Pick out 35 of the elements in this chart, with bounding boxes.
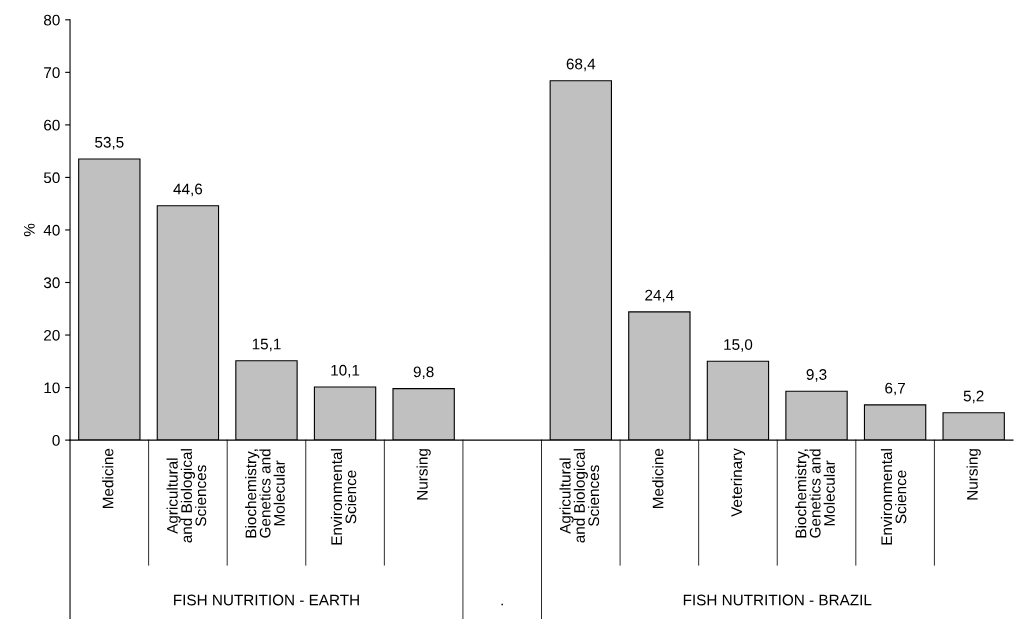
data-label: 15,1	[252, 338, 281, 352]
x-tick-label: Nursing	[966, 449, 981, 500]
x-tick-label: Environmental Science	[330, 449, 357, 545]
x-tick-label: Environmental Science	[880, 449, 907, 545]
x-tick-label: Biochemistry, Genetics and Molecular	[795, 449, 835, 538]
data-label: 68,4	[566, 58, 596, 72]
data-label: 9,8	[413, 366, 434, 380]
x-tick-label: Nursing	[416, 449, 431, 500]
data-label: 15,0	[724, 339, 753, 352]
y-tick-label: 10	[44, 382, 60, 394]
text: FISH NUTRITION - EARTH	[174, 594, 359, 606]
y-tick-label: 0	[52, 434, 60, 446]
y-tick-label: 50	[43, 172, 60, 184]
x-tick-label: Biochemistry, Genetics and Molecular	[245, 449, 285, 538]
y-tick-label: 40	[43, 224, 60, 236]
data-label: 44,6	[173, 183, 203, 197]
data-label: 6,7	[885, 382, 905, 396]
text: .	[501, 603, 503, 606]
y-tick-label: 70	[44, 67, 60, 79]
text: FISH NUTRITION - BRAZIL	[683, 594, 872, 606]
x-tick-label: Veterinary	[730, 448, 746, 517]
x-tick-label: Medicine	[652, 448, 664, 508]
y-axis-title: %	[23, 223, 35, 237]
data-label: 10,1	[331, 364, 360, 378]
x-tick-label: Medicine	[102, 448, 114, 508]
y-tick-label: 60	[44, 119, 60, 131]
data-label: 9,3	[806, 369, 827, 382]
y-tick-label: 80	[43, 14, 60, 26]
y-tick-label: 30	[43, 277, 60, 289]
data-label: 53,5	[95, 136, 124, 150]
y-tick-label: 20	[44, 329, 60, 341]
data-label: 5,2	[963, 390, 984, 404]
data-label: 24,4	[645, 289, 674, 303]
x-tick-label: Agricultural and Biological Sciences	[559, 449, 600, 543]
x-tick-label: Agricultural and Biological Sciences	[166, 449, 207, 543]
